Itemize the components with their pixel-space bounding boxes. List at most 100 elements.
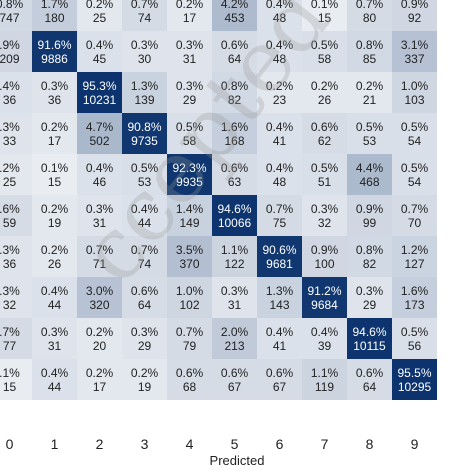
cell-count: 62 [317,133,332,148]
cell-count: 29 [137,338,152,353]
cell-count: 85 [362,51,377,66]
matrix-cell: 0.8% 85 [347,31,392,72]
cell-percent: 1.1% [310,365,339,380]
cell-count: 15 [47,174,62,189]
cell-percent: 0.4% [265,119,294,134]
cell-percent: 1.4% [175,201,204,216]
cell-count: 19 [137,379,152,394]
cell-count: 99 [362,215,377,230]
cell-count: 25 [2,174,17,189]
cell-count: 44 [47,297,62,312]
matrix-cell: .9% 209 [0,31,32,72]
cell-percent: 3.0% [85,283,114,298]
cell-percent: 1.7% [40,0,69,11]
cell-count: 45 [92,51,107,66]
matrix-cell: 1.6% 173 [392,277,437,318]
cell-count: 54 [407,174,422,189]
matrix-cell: 1.0% 102 [167,277,212,318]
matrix-cell: 1.3% 139 [122,72,167,113]
matrix-cell: 0.2% 25 [77,0,122,31]
cell-count: 468 [359,174,380,189]
matrix-cell: 94.6% 10115 [347,318,392,359]
cell-count: 36 [47,92,62,107]
cell-count: 143 [269,297,290,312]
matrix-cell: 0.2% 17 [77,359,122,400]
cell-percent: 0.9% [355,201,384,216]
cell-count: 370 [179,256,200,271]
matrix-cell: 0.5% 53 [122,154,167,195]
cell-percent: 0.2% [85,365,114,380]
cell-percent: 1.0% [400,78,429,93]
matrix-cell: 0.8%747 [0,0,32,31]
matrix-cell: 1.1% 122 [212,236,257,277]
cell-count: 41 [272,133,287,148]
cell-count: 51 [317,174,332,189]
cell-count: 74 [137,10,152,25]
matrix-cell: 95.5% 10295 [392,359,437,400]
matrix-cell: .3% 36 [0,236,32,277]
cell-count: 31 [182,51,197,66]
cell-count: 337 [404,51,425,66]
cell-percent: 0.1% [310,0,339,11]
matrix-cell: 94.6% 10066 [212,195,257,236]
cell-percent: .6% [0,201,20,216]
cell-percent: 0.6% [220,365,249,380]
cell-count: 67 [227,379,242,394]
matrix-cell: 0.6% 68 [167,359,212,400]
matrix-cell: 0.2% 19 [122,359,167,400]
cell-percent: 0.7% [130,242,159,257]
cell-percent: 4.2% [220,0,249,11]
cell-percent: 4.7% [85,119,114,134]
cell-percent: 1.6% [400,283,429,298]
matrix-cell: .3% 33 [0,113,32,154]
cell-count: 26 [47,256,62,271]
cell-count: 48 [272,174,287,189]
cell-count: 9681 [266,256,293,271]
cell-count: 10115 [353,338,386,353]
cell-count: 59 [2,215,17,230]
matrix-cell: 0.6% 62 [302,113,347,154]
cell-percent: 0.5% [400,160,429,175]
cell-percent: 0.4% [85,160,114,175]
cell-count: 502 [89,133,110,148]
matrix-cell: 0.2% 26 [302,72,347,113]
cell-percent: 0.6% [310,119,339,134]
x-tick-label: 5 [230,436,239,452]
matrix-cell: 0.6% 67 [212,359,257,400]
cell-percent: 92.3% [172,160,207,175]
cell-percent: .7% [0,324,20,339]
matrix-cell: .6% 59 [0,195,32,236]
cell-percent: 0.2% [40,119,69,134]
cell-percent: 94.6% [217,201,252,216]
cell-count: 74 [137,256,152,271]
cell-count: 68 [182,379,197,394]
cell-count: 75 [272,215,287,230]
cell-count: 127 [404,256,425,271]
cell-percent: 0.5% [310,37,339,52]
matrix-cell: 0.4% 44 [32,359,77,400]
matrix-cell: 4.4% 468 [347,154,392,195]
cell-count: 36 [2,92,17,107]
matrix-cell: 0.1% 15 [302,0,347,31]
matrix-cell: 0.4% 48 [257,31,302,72]
cell-percent: 3.5% [175,242,204,257]
cell-count: 56 [407,338,422,353]
cell-count: 58 [317,51,332,66]
cell-percent: 0.8% [220,78,249,93]
matrix-cell: 91.6% 9886 [32,31,77,72]
cell-count: 103 [404,92,425,107]
cell-percent: 0.4% [40,365,69,380]
matrix-cell: 0.9% 99 [347,195,392,236]
cell-percent: 91.2% [307,283,342,298]
cell-percent: .3% [0,242,20,257]
cell-percent: 0.2% [355,78,384,93]
cell-percent: 0.4% [40,283,69,298]
matrix-cell: 0.3% 29 [167,72,212,113]
cell-count: 64 [227,51,242,66]
cell-count: 100 [314,256,335,271]
x-tick-label: 1 [50,436,59,452]
matrix-cell: 0.8% 82 [212,72,257,113]
matrix-cell: 0.6% 67 [257,359,302,400]
matrix-cell: 2.0% 213 [212,318,257,359]
